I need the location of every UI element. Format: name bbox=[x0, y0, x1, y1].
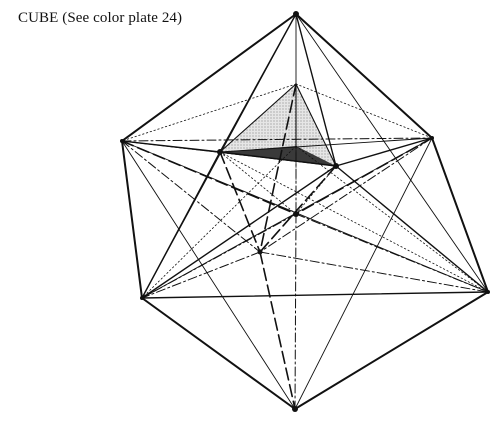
hidden-edges-dashed bbox=[121, 83, 433, 410]
vertex-lower-right bbox=[486, 290, 490, 294]
vertex-center-front bbox=[257, 249, 263, 255]
outer-silhouette bbox=[121, 13, 489, 410]
vertex-right bbox=[430, 136, 434, 140]
shaded-face-dark bbox=[220, 146, 336, 166]
vertex-bottom bbox=[292, 406, 298, 412]
vertex-top bbox=[293, 11, 299, 17]
shaded-face-light bbox=[220, 84, 336, 166]
vertex-points bbox=[120, 11, 490, 412]
inner-tetrahedron-edges bbox=[219, 83, 337, 167]
hidden-edges-dashdot bbox=[121, 83, 489, 410]
vertex-right-upper bbox=[333, 163, 339, 169]
vertex-left bbox=[120, 139, 124, 143]
construction-lines-dotted bbox=[121, 83, 489, 299]
vertex-left-upper bbox=[217, 149, 223, 155]
vertex-lower-left bbox=[140, 296, 144, 300]
front-edges-thin bbox=[121, 13, 489, 410]
vertex-center-back bbox=[293, 211, 299, 217]
figure-caption: CUBE (See color plate 24) bbox=[18, 10, 183, 26]
